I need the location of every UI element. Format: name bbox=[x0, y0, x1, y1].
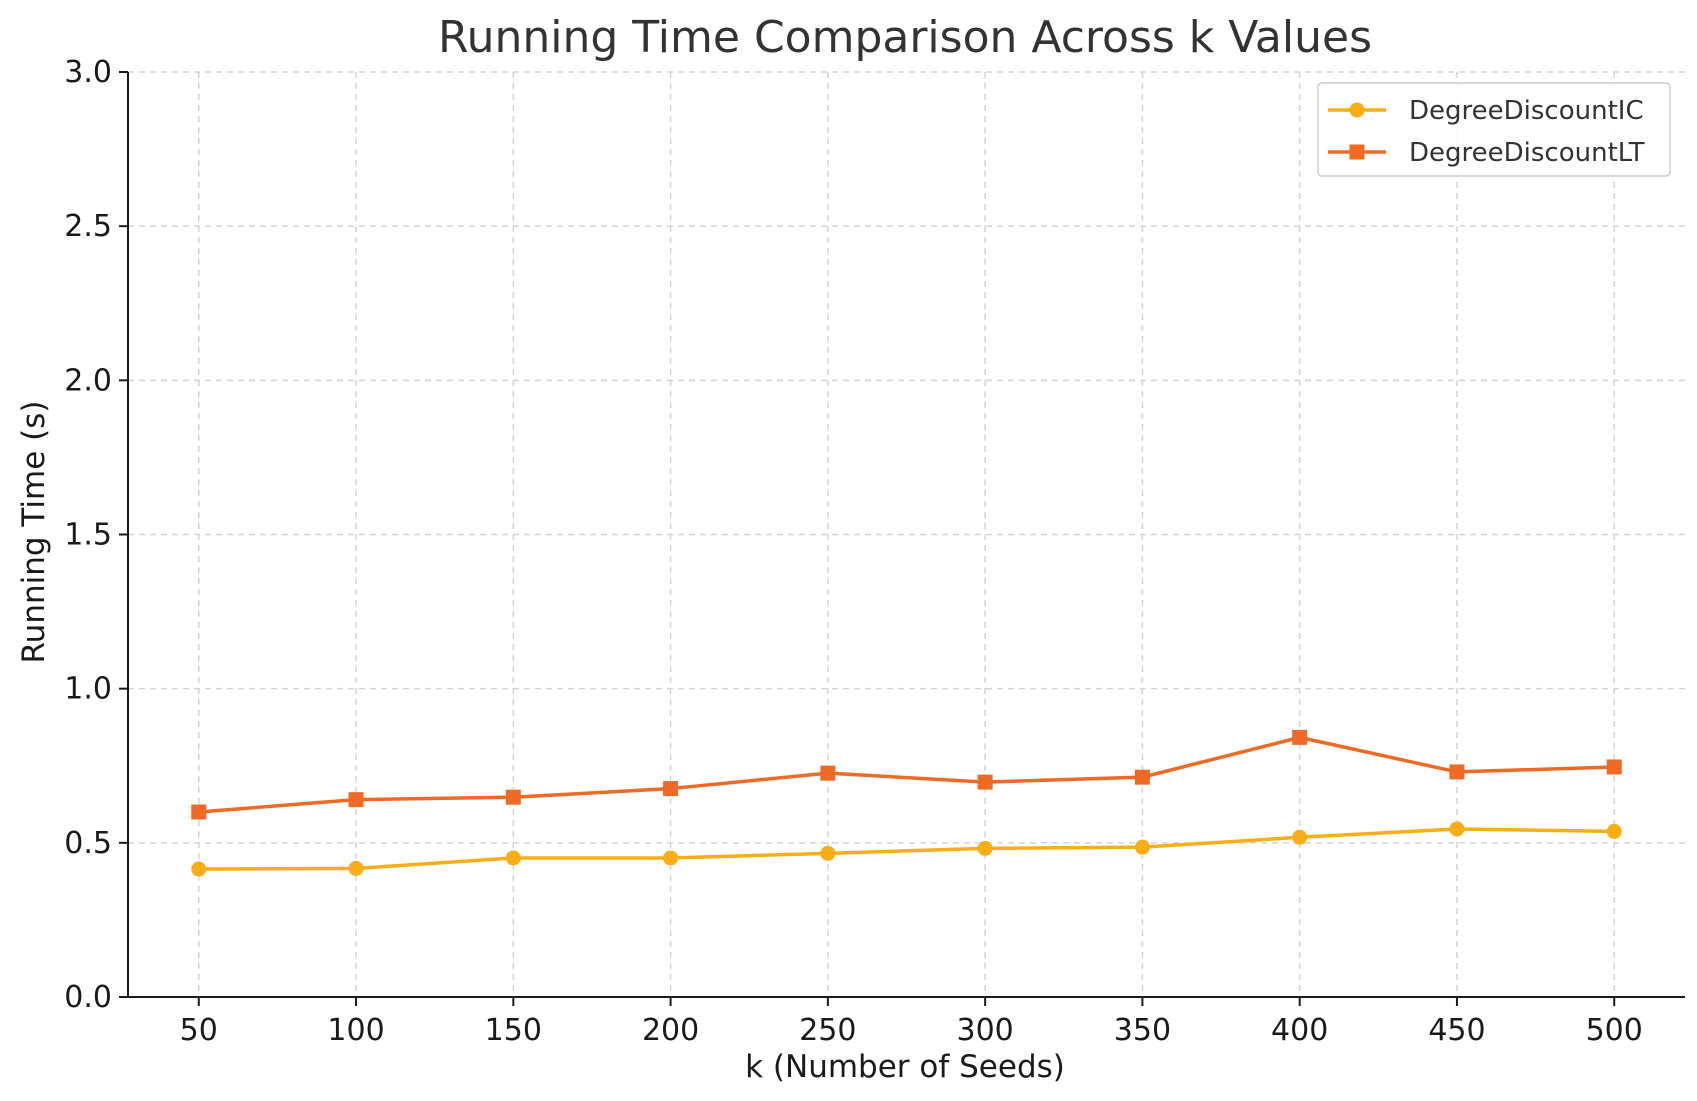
legend-marker bbox=[1349, 144, 1365, 160]
series-line bbox=[198, 827, 1615, 871]
grid-lines bbox=[128, 71, 1685, 998]
data-point bbox=[663, 781, 679, 797]
y-tick-label: 0.5 bbox=[64, 826, 112, 861]
x-tick-label: 300 bbox=[957, 1013, 1014, 1048]
axes: 0.0 0.5 1.0 1.5 2.0 2.5 3.0 50 100 150 200 250 300 35… bbox=[64, 55, 1685, 1048]
data-point bbox=[1606, 823, 1622, 839]
data-series bbox=[191, 729, 1622, 877]
y-tick-label: 1.0 bbox=[64, 672, 112, 707]
x-tick-label: 450 bbox=[1428, 1013, 1485, 1048]
series-DegreeDiscountIC bbox=[191, 821, 1622, 877]
legend-label: DegreeDiscountIC bbox=[1409, 96, 1644, 126]
x-tick-label: 400 bbox=[1271, 1013, 1328, 1048]
data-point bbox=[663, 850, 679, 866]
data-point bbox=[348, 860, 364, 876]
data-point bbox=[191, 861, 207, 877]
series-line bbox=[198, 735, 1615, 814]
x-tick-label: 350 bbox=[1114, 1013, 1171, 1048]
x-axis-label: k (Number of Seeds) bbox=[745, 1049, 1065, 1085]
data-point bbox=[1134, 839, 1150, 855]
y-tick-label: 1.5 bbox=[64, 518, 112, 553]
data-point bbox=[1134, 769, 1150, 785]
x-tick-label: 250 bbox=[799, 1013, 856, 1048]
y-tick-label: 2.5 bbox=[64, 209, 112, 244]
data-point bbox=[820, 845, 836, 861]
data-point bbox=[1606, 759, 1622, 775]
legend: DegreeDiscountIC DegreeDiscountLT bbox=[1317, 82, 1671, 177]
data-point bbox=[1292, 729, 1308, 745]
data-point bbox=[505, 789, 521, 805]
x-tick-label: 500 bbox=[1586, 1013, 1643, 1048]
x-tick-label: 200 bbox=[642, 1013, 699, 1048]
data-point bbox=[1449, 821, 1465, 837]
legend-marker bbox=[1349, 102, 1365, 118]
legend-box bbox=[1317, 82, 1671, 177]
legend-item: DegreeDiscountIC bbox=[1328, 96, 1644, 126]
data-point bbox=[820, 765, 836, 781]
y-axis-label: Running Time (s) bbox=[16, 401, 52, 664]
data-point bbox=[505, 850, 521, 866]
data-point bbox=[977, 774, 993, 790]
data-point bbox=[1292, 829, 1308, 845]
legend-label: DegreeDiscountLT bbox=[1409, 138, 1645, 168]
data-point bbox=[1449, 764, 1465, 780]
y-tick-label: 3.0 bbox=[64, 55, 112, 90]
legend-item: DegreeDiscountLT bbox=[1328, 138, 1645, 168]
data-point bbox=[977, 840, 993, 856]
y-tick-label: 0.0 bbox=[64, 980, 112, 1015]
x-tick-label: 50 bbox=[180, 1013, 218, 1048]
y-tick-label: 2.0 bbox=[64, 363, 112, 398]
series-DegreeDiscountLT bbox=[191, 729, 1622, 820]
chart-title: Running Time Comparison Across k Values bbox=[438, 12, 1372, 63]
data-point bbox=[191, 804, 207, 820]
x-tick-label: 150 bbox=[485, 1013, 542, 1048]
data-point bbox=[348, 792, 364, 808]
x-tick-label: 100 bbox=[327, 1013, 384, 1048]
